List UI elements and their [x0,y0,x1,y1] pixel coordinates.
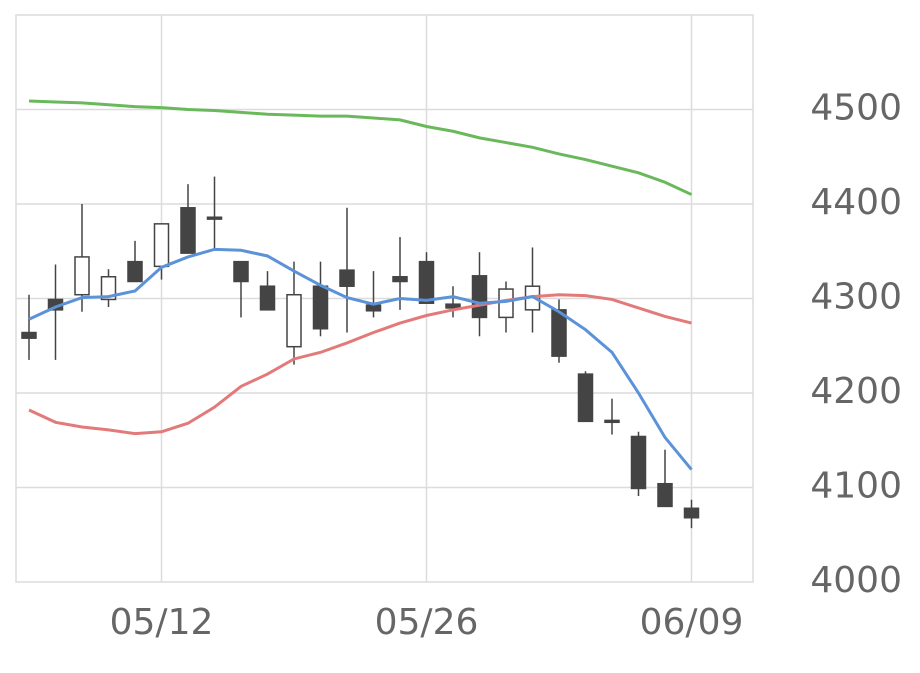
candle-body [551,309,567,357]
candle-body [127,260,143,283]
y-tick-label: 4500 [810,88,902,129]
candle-body [21,331,37,339]
candle-body [418,260,435,304]
candle-body [657,482,673,508]
candle-body [365,304,382,312]
y-tick-label: 4300 [810,277,902,318]
candle-body [153,223,170,268]
y-tick-label: 4000 [810,560,902,601]
candle-body [259,285,276,311]
candle-body [577,373,594,423]
candle-body [471,275,488,319]
candle-body [339,269,355,287]
x-tick-label: 06/09 [640,602,744,643]
candle-body [683,507,700,519]
candle-body [100,276,117,301]
y-tick-label: 4400 [810,182,902,223]
candle-body [604,419,620,424]
x-tick-label: 05/26 [375,602,479,643]
moving-average-line [28,99,693,196]
candle-body [630,435,647,490]
candle-body [180,207,196,254]
candle-body [286,293,302,348]
candle-body [445,303,461,309]
moving-average-line [28,247,693,471]
candle-body [206,216,223,220]
y-tick-label: 4200 [810,371,902,412]
x-tick-label: 05/12 [110,602,214,643]
candle-body [392,276,408,283]
candle-body [233,260,249,283]
y-tick-label: 4100 [810,466,902,507]
candle-body [74,256,90,296]
moving-average-line [28,293,692,436]
candle-body [498,288,514,319]
candle-body [312,285,329,330]
